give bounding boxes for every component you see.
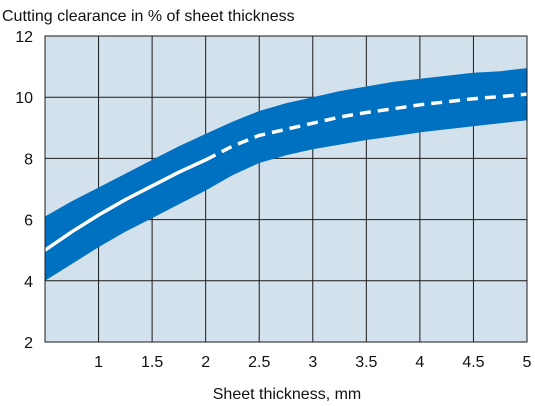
x-tick-label: 3 [308,354,317,371]
solid-center-line [44,158,207,252]
x-tick-label: 4 [415,354,424,371]
plot-border [44,35,528,343]
x-tick-label: 2 [201,354,210,371]
y-tick-label: 10 [15,90,33,107]
y-tick-label: 2 [24,335,33,352]
x-tick-label: 4.5 [462,354,484,371]
x-tick-labels: 1 1.5 2 2.5 3 3.5 4 4.5 5 [94,354,531,371]
x-tick-label: 3.5 [355,354,377,371]
y-tick-label: 6 [24,213,33,230]
clearance-band [45,68,527,281]
y-tick-labels: 2 4 6 8 10 12 [15,29,33,352]
dashed-center-line [204,92,528,162]
x-tick-label: 5 [523,354,532,371]
series-lines [44,92,528,252]
y-tick-label: 8 [24,151,33,168]
x-tick-label: 1.5 [141,354,163,371]
y-tick-label: 12 [15,29,33,46]
chart-title: Cutting clearance in % of sheet thicknes… [2,8,295,25]
x-tick-label: 1 [94,354,103,371]
x-axis-label: Sheet thickness, mm [213,386,362,403]
x-tick-label: 2.5 [248,354,270,371]
y-tick-label: 4 [24,274,33,291]
